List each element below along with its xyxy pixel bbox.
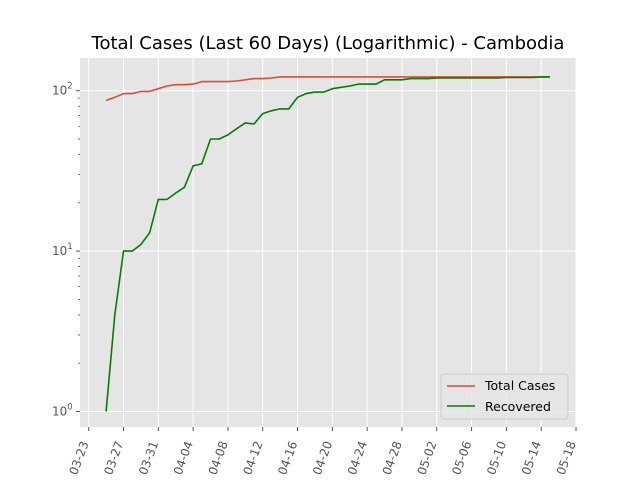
chart-title: Total Cases (Last 60 Days) (Logarithmic)…	[91, 33, 565, 54]
y-tick-label: 102	[52, 82, 73, 98]
series-line-recovered	[105, 76, 550, 412]
y-minor-ticks	[78, 97, 80, 364]
x-tick-label: 03-23	[66, 439, 91, 477]
x-tick-label: 03-27	[101, 439, 126, 477]
x-tick-label: 05-18	[554, 439, 579, 477]
plot-background	[80, 58, 576, 427]
series-lines	[105, 76, 550, 412]
legend-label-total-cases: Total Cases	[484, 378, 555, 393]
legend: Total Cases Recovered	[440, 373, 569, 420]
series-line-total-cases	[105, 76, 550, 102]
x-tick-label: 05-10	[484, 439, 509, 477]
x-tick-label: 05-02	[415, 439, 440, 477]
y-tick-exponent: 0	[67, 402, 72, 412]
x-tick-label: 04-16	[275, 439, 300, 477]
x-tick-label: 04-12	[240, 439, 265, 477]
y-tick-label: 100	[52, 402, 73, 418]
x-tick-label: 04-24	[345, 439, 370, 477]
y-tick-label: 101	[52, 242, 73, 258]
y-tick-exponent: 1	[67, 242, 72, 252]
x-tick-label: 05-14	[519, 439, 544, 477]
x-tick-label: 04-20	[310, 439, 335, 477]
x-tick-label: 04-28	[380, 439, 405, 477]
x-tick-label: 03-31	[136, 439, 161, 477]
y-tick-exponent: 2	[67, 82, 72, 92]
x-tick-label: 04-04	[171, 439, 196, 477]
x-tick-label: 05-06	[449, 439, 474, 477]
x-tick-label: 04-08	[206, 439, 231, 477]
x-axis-ticks: 03-23 03-27 03-31 04-04 04-08 04-12 04-16 04-20…	[66, 427, 579, 477]
legend-label-recovered: Recovered	[485, 399, 551, 414]
